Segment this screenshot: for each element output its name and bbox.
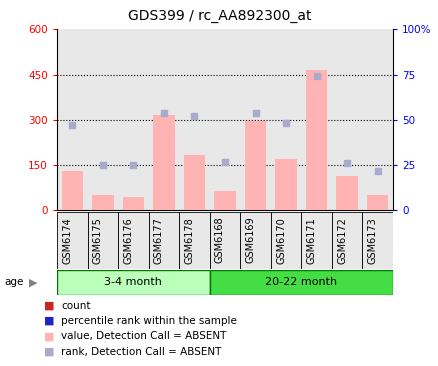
Text: age: age <box>4 277 24 287</box>
Text: value, Detection Call = ABSENT: value, Detection Call = ABSENT <box>61 331 226 341</box>
FancyBboxPatch shape <box>209 212 240 269</box>
Bar <box>184 154 205 210</box>
Text: GSM6170: GSM6170 <box>276 217 286 264</box>
Point <box>282 120 289 126</box>
FancyBboxPatch shape <box>57 212 88 269</box>
FancyBboxPatch shape <box>209 270 392 295</box>
Bar <box>244 122 265 210</box>
FancyBboxPatch shape <box>361 212 392 269</box>
Text: 3-4 month: 3-4 month <box>104 277 162 287</box>
Bar <box>214 191 235 210</box>
Point <box>251 110 258 116</box>
Text: GSM6174: GSM6174 <box>62 217 72 264</box>
Point <box>69 122 76 128</box>
Text: GDS399 / rc_AA892300_at: GDS399 / rc_AA892300_at <box>127 9 311 23</box>
Text: ■: ■ <box>44 331 54 341</box>
Bar <box>123 197 144 210</box>
Text: GSM6173: GSM6173 <box>367 217 377 264</box>
Text: ■: ■ <box>44 347 54 357</box>
Point <box>99 162 106 168</box>
FancyBboxPatch shape <box>270 212 300 269</box>
Text: GSM6178: GSM6178 <box>184 217 194 264</box>
Text: GSM6176: GSM6176 <box>123 217 133 264</box>
FancyBboxPatch shape <box>118 212 148 269</box>
Point <box>191 113 198 119</box>
Text: GSM6177: GSM6177 <box>154 217 163 264</box>
Bar <box>305 70 326 210</box>
Bar <box>153 115 174 210</box>
FancyBboxPatch shape <box>240 212 270 269</box>
Bar <box>336 176 357 210</box>
Point <box>160 110 167 116</box>
Text: ▶: ▶ <box>28 277 37 287</box>
Text: count: count <box>61 300 91 311</box>
Text: GSM6175: GSM6175 <box>93 217 102 264</box>
Point <box>312 74 319 79</box>
Text: ■: ■ <box>44 316 54 326</box>
Text: 20-22 month: 20-22 month <box>265 277 337 287</box>
Text: ■: ■ <box>44 300 54 311</box>
Text: rank, Detection Call = ABSENT: rank, Detection Call = ABSENT <box>61 347 221 357</box>
Point <box>373 168 380 173</box>
FancyBboxPatch shape <box>88 212 118 269</box>
Bar <box>366 195 388 210</box>
FancyBboxPatch shape <box>179 212 209 269</box>
FancyBboxPatch shape <box>57 270 209 295</box>
Bar <box>61 171 83 210</box>
Text: GSM6168: GSM6168 <box>215 217 225 264</box>
Text: GSM6172: GSM6172 <box>336 217 346 264</box>
Point <box>343 160 350 166</box>
FancyBboxPatch shape <box>331 212 361 269</box>
FancyBboxPatch shape <box>148 212 179 269</box>
Bar <box>275 159 296 210</box>
Point <box>221 158 228 164</box>
Text: GSM6169: GSM6169 <box>245 217 255 264</box>
Point <box>130 162 137 168</box>
Text: GSM6171: GSM6171 <box>306 217 316 264</box>
Text: percentile rank within the sample: percentile rank within the sample <box>61 316 237 326</box>
FancyBboxPatch shape <box>300 212 331 269</box>
Bar <box>92 195 113 210</box>
